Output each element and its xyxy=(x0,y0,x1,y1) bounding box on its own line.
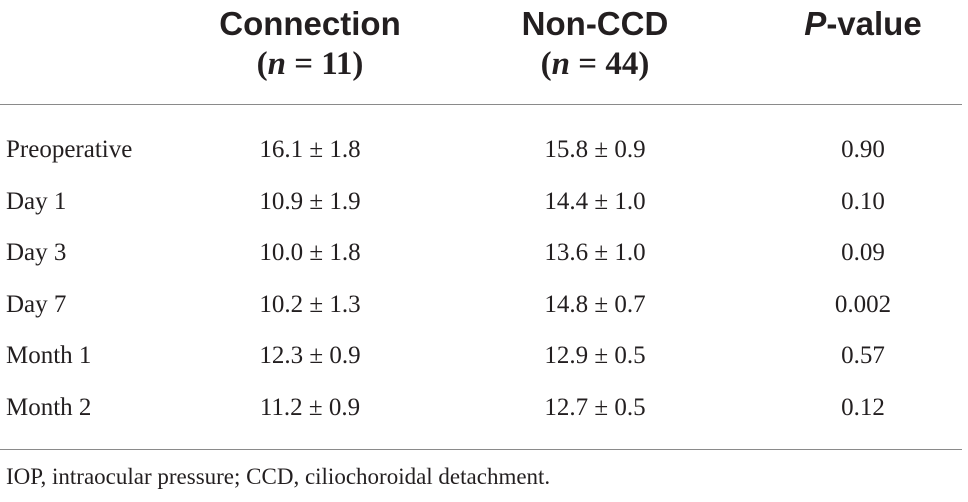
row-label: Day 3 xyxy=(6,239,67,266)
row-label: Preoperative xyxy=(6,136,133,163)
cell-connection: 10.2 ± 1.3 xyxy=(259,290,361,318)
cell-non-ccd: 12.9 ± 0.5 xyxy=(544,342,646,369)
header-non-ccd-n: (n = 44) xyxy=(540,46,650,82)
cell-non-ccd: 12.7 ± 0.5 xyxy=(544,393,646,421)
cell-connection: 12.3 ± 0.9 xyxy=(259,342,361,369)
header-non-ccd-n-symbol: n xyxy=(551,46,571,82)
cell-connection: 16.1 ± 1.8 xyxy=(259,136,361,163)
header-non-ccd: Non-CCD (n = 44) xyxy=(445,4,745,84)
cell-p-value: 0.57 xyxy=(841,342,885,369)
header-non-ccd-n-value: = 44 xyxy=(570,46,639,82)
header-p-symbol: P xyxy=(804,5,827,42)
cell-p-value: 0.90 xyxy=(841,136,885,163)
header-connection-n: (n = 11) xyxy=(256,46,364,82)
cell-connection: 10.0 ± 1.8 xyxy=(259,239,361,266)
header-connection: Connection (n = 11) xyxy=(160,4,460,84)
cell-non-ccd: 14.4 ± 1.0 xyxy=(544,187,646,215)
cell-p-value: 0.002 xyxy=(834,290,892,318)
cell-p-value: 0.09 xyxy=(841,239,885,266)
header-p-value: P-value xyxy=(713,4,968,44)
table-row: Day 1 10.9 ± 1.9 14.4 ± 1.0 0.10 xyxy=(0,185,968,219)
cell-non-ccd: 14.8 ± 0.7 xyxy=(544,290,646,318)
table-bottom-rule xyxy=(0,449,962,450)
cell-connection: 10.9 ± 1.9 xyxy=(259,187,361,215)
header-p-value-title: P-value xyxy=(713,4,968,44)
cell-p-value: 0.10 xyxy=(841,187,885,215)
cell-p-value: 0.12 xyxy=(841,393,885,421)
table-top-rule xyxy=(0,104,962,105)
table-row: Month 1 12.3 ± 0.9 12.9 ± 0.5 0.57 xyxy=(0,339,968,373)
header-connection-title: Connection xyxy=(219,5,401,42)
row-label: Day 7 xyxy=(6,290,67,318)
table-row: Day 3 10.0 ± 1.8 13.6 ± 1.0 0.09 xyxy=(0,236,968,270)
header-non-ccd-title: Non-CCD xyxy=(521,5,669,42)
cell-non-ccd: 13.6 ± 1.0 xyxy=(544,239,646,266)
header-p-rest: -value xyxy=(826,5,922,42)
table-row: Preoperative 16.1 ± 1.8 15.8 ± 0.9 0.90 xyxy=(0,133,968,167)
row-label: Month 2 xyxy=(6,393,92,421)
table-row: Day 7 10.2 ± 1.3 14.8 ± 0.7 0.002 xyxy=(0,288,968,322)
row-label: Day 1 xyxy=(6,187,67,215)
header-connection-n-symbol: n xyxy=(267,46,286,82)
table-footnote: IOP, intraocular pressure; CCD, ciliocho… xyxy=(6,464,551,489)
table-row: Month 2 11.2 ± 0.9 12.7 ± 0.5 0.12 xyxy=(0,391,968,425)
row-label: Month 1 xyxy=(6,342,92,369)
cell-connection: 11.2 ± 0.9 xyxy=(259,393,361,421)
cell-non-ccd: 15.8 ± 0.9 xyxy=(544,136,646,163)
header-connection-n-value: = 11 xyxy=(285,46,353,82)
